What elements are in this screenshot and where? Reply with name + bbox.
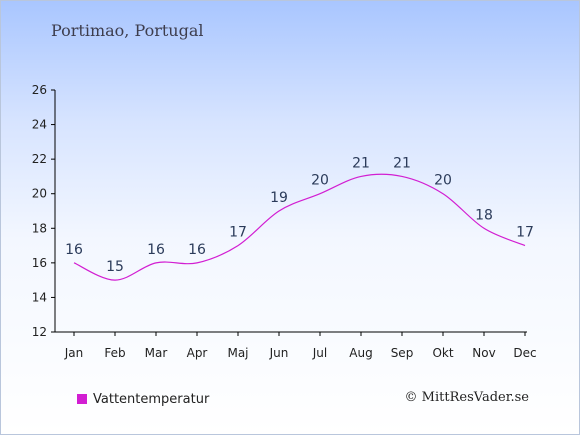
- legend: Vattentemperatur: [77, 391, 209, 407]
- chart-title: Portimao, Portugal: [51, 21, 204, 40]
- x-tick-label: Maj: [227, 346, 248, 360]
- data-label: 17: [229, 225, 247, 241]
- y-tick-label: 26: [32, 83, 47, 97]
- x-tick-label: Dec: [513, 346, 536, 360]
- x-tick-label: Sep: [391, 346, 414, 360]
- y-tick-label: 22: [32, 152, 47, 166]
- x-tick-label: Jun: [269, 346, 289, 360]
- data-label: 17: [516, 225, 534, 241]
- legend-swatch: [77, 394, 87, 404]
- data-label: 15: [106, 259, 124, 275]
- y-tick-label: 12: [32, 325, 47, 339]
- y-tick-label: 24: [32, 118, 47, 132]
- x-tick-label: Nov: [472, 346, 495, 360]
- data-label: 18: [475, 207, 493, 223]
- y-tick-label: 16: [32, 256, 47, 270]
- credit-text: © MittResVader.se: [404, 390, 529, 405]
- x-tick-label: Mar: [145, 346, 168, 360]
- y-tick-label: 14: [32, 290, 47, 304]
- axes: [54, 90, 527, 333]
- x-tick-label: Okt: [432, 346, 453, 360]
- data-label: 21: [393, 155, 411, 171]
- x-tick-label: Jan: [64, 346, 84, 360]
- data-label: 19: [270, 190, 288, 206]
- y-axis-ticks: 12 14 16 18 20 22 24 26: [32, 83, 55, 339]
- series-line-vattentemperatur: [73, 173, 526, 281]
- y-tick-label: 20: [32, 187, 47, 201]
- y-tick-label: 18: [32, 221, 47, 235]
- data-label: 20: [311, 173, 329, 189]
- series-group: [73, 173, 526, 281]
- data-labels: 16 15 16 16 17 19 20 21 21 20 18 17: [65, 155, 534, 275]
- data-label: 21: [352, 155, 370, 171]
- x-tick-label: Aug: [349, 346, 372, 360]
- data-label: 20: [434, 173, 452, 189]
- legend-label: Vattentemperatur: [93, 391, 210, 407]
- x-axis-ticks: Jan Feb Mar Apr Maj Jun Jul Aug Sep Okt Nov Dec: [64, 332, 537, 360]
- x-tick-label: Feb: [104, 346, 125, 360]
- x-tick-label: Apr: [187, 346, 208, 360]
- data-label: 16: [65, 242, 83, 258]
- data-label: 16: [147, 242, 165, 258]
- x-tick-label: Jul: [312, 346, 327, 360]
- data-label: 16: [188, 242, 206, 258]
